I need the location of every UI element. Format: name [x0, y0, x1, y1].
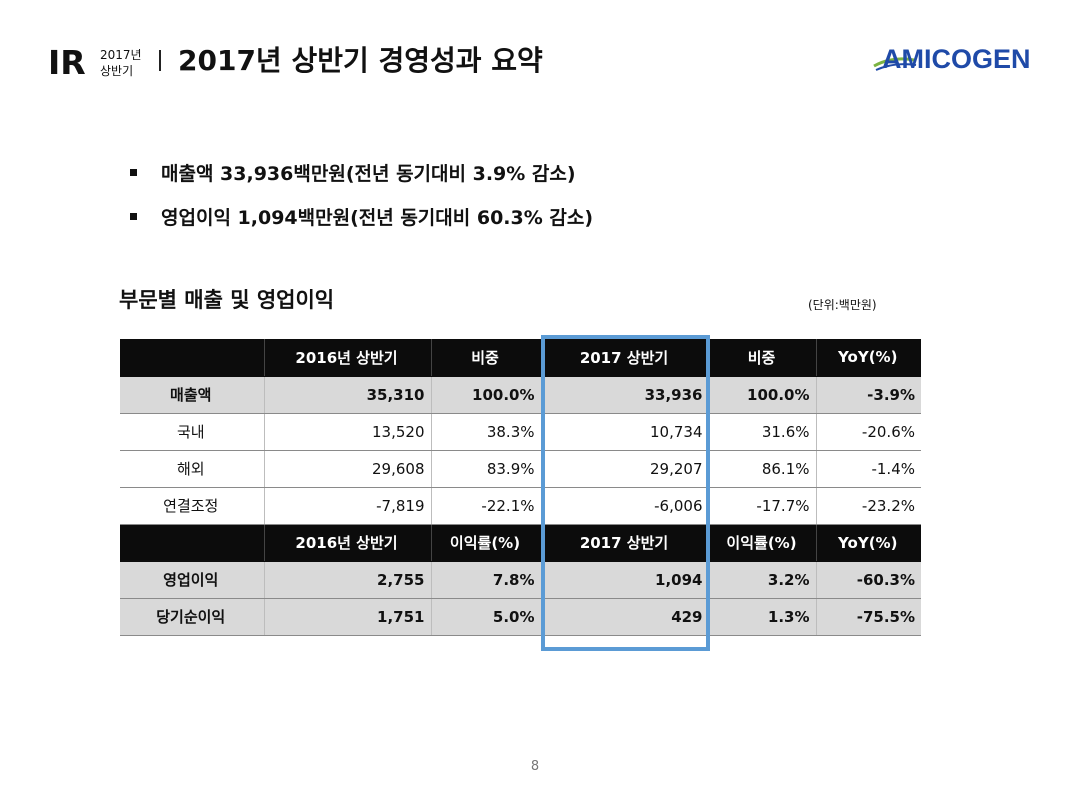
amicogen-logo: AMICOGEN — [872, 40, 1047, 82]
header-cell: 비중 — [708, 339, 816, 377]
table-row: 연결조정 -7,819 -22.1% -6,006 -17.7% -23.2% — [120, 487, 921, 525]
table-cell: 13,520 — [263, 413, 431, 451]
table-cell: -1.4% — [815, 450, 921, 488]
bullet-text: 영업이익 1,094백만원(전년 동기대비 60.3% 감소) — [161, 206, 594, 229]
summary-bullets: 매출액 33,936백만원(전년 동기대비 3.9% 감소) 영업이익 1,09… — [130, 150, 593, 238]
bullet-revenue: 매출액 33,936백만원(전년 동기대비 3.9% 감소) — [130, 150, 593, 194]
header-cell: YoY(%) — [815, 524, 921, 562]
table-cell: 7.8% — [430, 561, 541, 599]
header-cell: 2016년 상반기 — [263, 339, 431, 377]
table-cell: -6,006 — [540, 487, 709, 525]
table-cell: -22.1% — [430, 487, 541, 525]
header-cell: 2017 상반기 — [540, 339, 709, 377]
table-cell: 429 — [540, 598, 709, 636]
table-cell: 2,755 — [263, 561, 431, 599]
bullet-operating-profit: 영업이익 1,094백만원(전년 동기대비 60.3% 감소) — [130, 194, 593, 238]
unit-note: (단위:백만원) — [808, 298, 877, 312]
header-cell: 이익률(%) — [708, 524, 816, 562]
header-cell — [120, 524, 264, 562]
logo-text: AMICOGEN — [882, 44, 1031, 74]
table-cell: -20.6% — [815, 413, 921, 451]
row-label: 연결조정 — [120, 487, 264, 525]
table-cell: 5.0% — [430, 598, 541, 636]
row-label: 당기순이익 — [120, 598, 264, 636]
table-cell: 1.3% — [708, 598, 816, 636]
header-divider — [159, 50, 161, 71]
row-label: 매출액 — [120, 376, 264, 414]
table-cell: 1,751 — [263, 598, 431, 636]
row-label: 영업이익 — [120, 561, 264, 599]
header-cell: YoY(%) — [815, 339, 921, 377]
table-header-row: 2016년 상반기 이익률(%) 2017 상반기 이익률(%) YoY(%) — [120, 524, 921, 562]
table-cell: 86.1% — [708, 450, 816, 488]
section-title: 부문별 매출 및 영업이익 — [119, 288, 335, 312]
header-period: 2017년 상반기 — [100, 47, 142, 79]
page-number: 8 — [530, 759, 540, 774]
table-cell: 29,207 — [540, 450, 709, 488]
table-cell: -17.7% — [708, 487, 816, 525]
table-cell: 100.0% — [708, 376, 816, 414]
table-cell: 29,608 — [263, 450, 431, 488]
header-cell: 비중 — [430, 339, 541, 377]
logo-swoosh-icon — [873, 57, 917, 71]
bullet-text: 매출액 33,936백만원(전년 동기대비 3.9% 감소) — [161, 162, 576, 185]
page-title: 2017년 상반기 경영성과 요약 — [178, 44, 543, 77]
header-year: 2017년 — [100, 48, 142, 62]
table-row: 영업이익 2,755 7.8% 1,094 3.2% -60.3% — [120, 561, 921, 599]
table-row: 국내 13,520 38.3% 10,734 31.6% -20.6% — [120, 413, 921, 451]
table-row: 매출액 35,310 100.0% 33,936 100.0% -3.9% — [120, 376, 921, 414]
table-cell: -7,819 — [263, 487, 431, 525]
row-label: 국내 — [120, 413, 264, 451]
table-row: 해외 29,608 83.9% 29,207 86.1% -1.4% — [120, 450, 921, 488]
header-cell — [120, 339, 264, 377]
table-cell: -75.5% — [815, 598, 921, 636]
table-row: 당기순이익 1,751 5.0% 429 1.3% -75.5% — [120, 598, 921, 636]
header-half: 상반기 — [100, 64, 134, 78]
row-label: 해외 — [120, 450, 264, 488]
bullet-square-icon — [130, 212, 137, 220]
table-cell: -60.3% — [815, 561, 921, 599]
table-cell: -3.9% — [815, 376, 921, 414]
header-cell: 2017 상반기 — [540, 524, 709, 562]
table-cell: 100.0% — [430, 376, 541, 414]
table-header-row: 2016년 상반기 비중 2017 상반기 비중 YoY(%) — [120, 339, 921, 377]
table-cell: 38.3% — [430, 413, 541, 451]
table-cell: 1,094 — [540, 561, 709, 599]
bullet-square-icon — [130, 168, 137, 176]
ir-label: IR — [48, 43, 86, 82]
table-cell: 35,310 — [263, 376, 431, 414]
segment-table: 2016년 상반기 비중 2017 상반기 비중 YoY(%) 매출액 35,3… — [120, 339, 921, 636]
header-cell: 이익률(%) — [430, 524, 541, 562]
table-cell: 83.9% — [430, 450, 541, 488]
table-cell: 3.2% — [708, 561, 816, 599]
table-cell: 33,936 — [540, 376, 709, 414]
table-cell: 31.6% — [708, 413, 816, 451]
table-cell: -23.2% — [815, 487, 921, 525]
table-cell: 10,734 — [540, 413, 709, 451]
header-cell: 2016년 상반기 — [263, 524, 431, 562]
